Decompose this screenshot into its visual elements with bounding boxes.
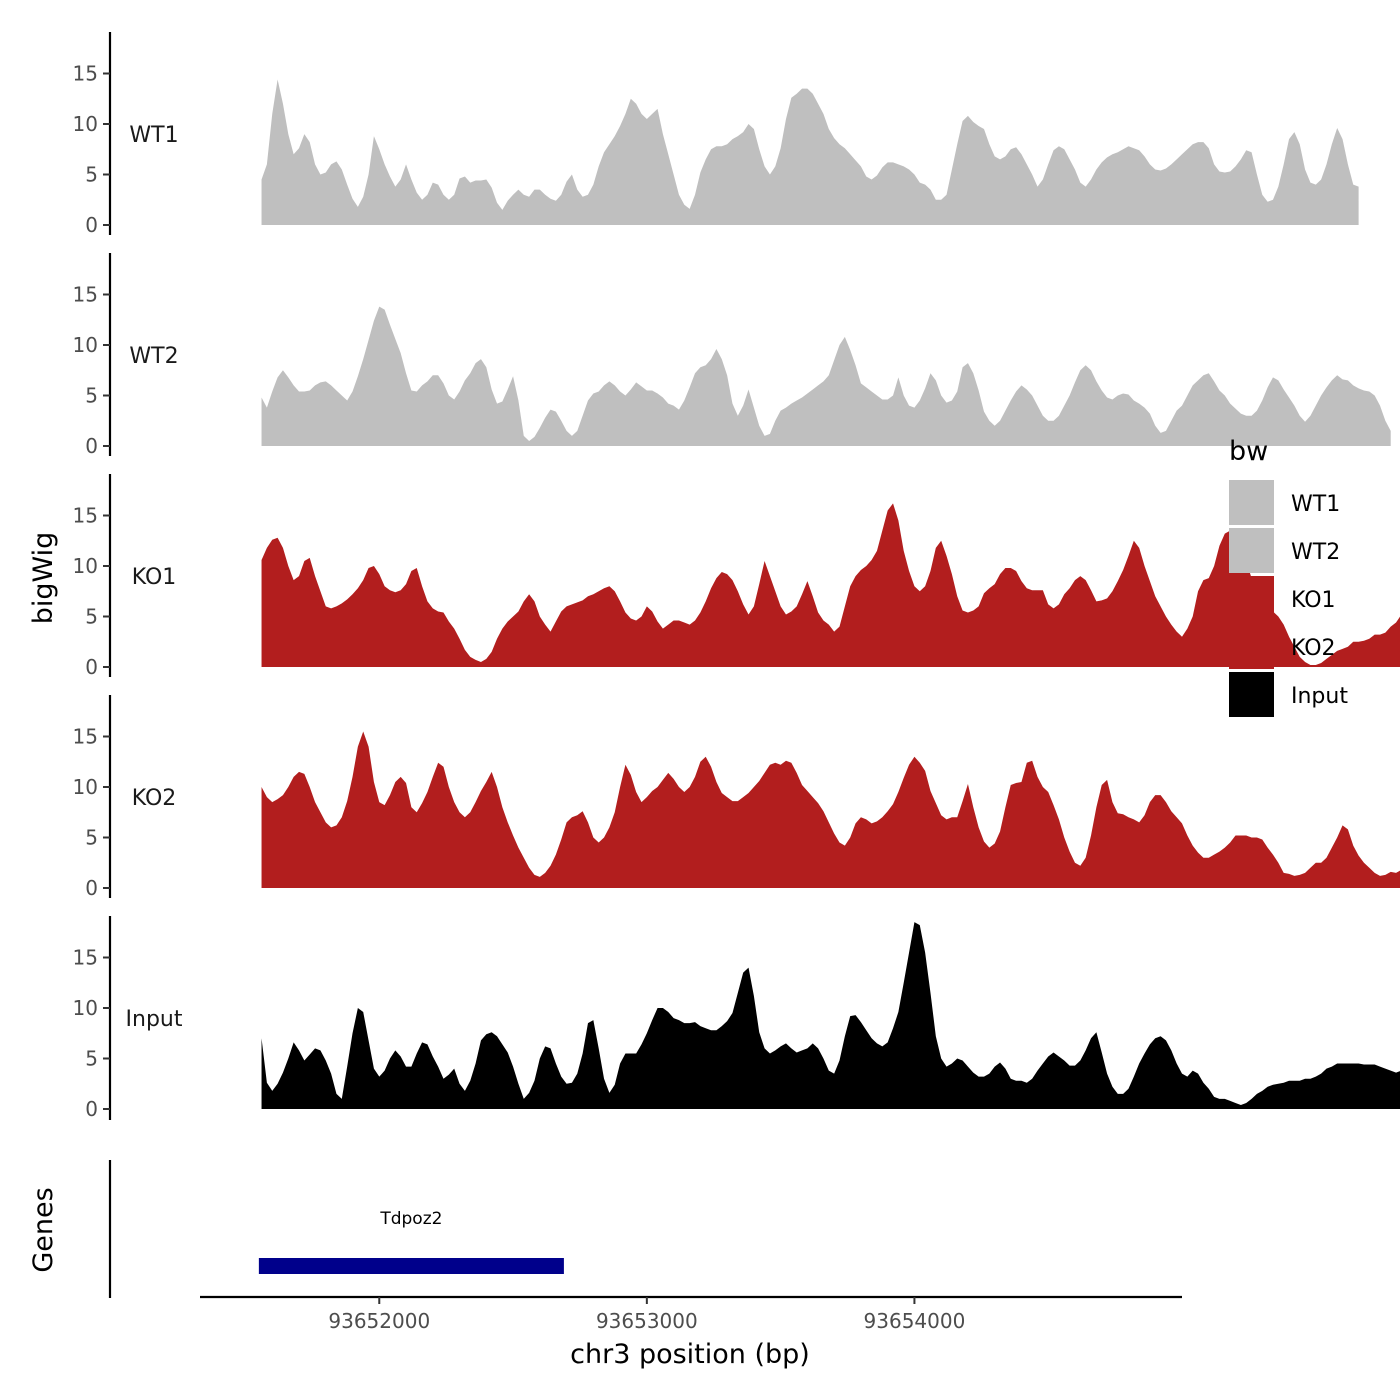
legend-label-input: Input xyxy=(1291,684,1348,709)
track-label-ko1: KO1 xyxy=(132,565,177,590)
x-axis-title: chr3 position (bp) xyxy=(570,1339,810,1370)
y-tick-label: 5 xyxy=(85,605,98,629)
y-tick-label: 0 xyxy=(85,213,98,237)
area-wt2 xyxy=(261,306,1391,446)
genes-axis-title: Genes xyxy=(28,1187,59,1272)
track-wt1: 0 5 10 15 WT1 xyxy=(73,32,1359,237)
area-ko1 xyxy=(261,503,1400,667)
track-ko2: 0 5 10 15 KO2 xyxy=(73,695,1400,900)
legend-key-wt2 xyxy=(1229,528,1274,573)
track-label-ko2: KO2 xyxy=(132,786,177,811)
bigwig-tracks: 0 5 10 15 WT1 0 5 10 15 WT2 0 5 10 15 KO1 0 5 10 15 KO2 0 5 10… xyxy=(73,32,1400,1121)
y-tick-label: 5 xyxy=(85,163,98,187)
y-tick-label: 15 xyxy=(73,504,98,528)
track-label-input: Input xyxy=(126,1007,183,1032)
legend-key-ko1 xyxy=(1229,576,1274,621)
track-label-wt2: WT2 xyxy=(129,344,178,369)
x-axis: 93652000 93653000 93654000 xyxy=(200,1295,1182,1333)
legend-label-ko2: KO2 xyxy=(1291,636,1336,661)
legend-label-wt2: WT2 xyxy=(1291,540,1340,565)
y-tick-label: 15 xyxy=(73,946,98,970)
y-tick-label: 0 xyxy=(85,876,98,900)
x-tick-label: 93652000 xyxy=(328,1309,430,1333)
y-tick-label: 10 xyxy=(73,554,98,578)
x-tick-label: 93653000 xyxy=(596,1309,698,1333)
y-tick-label: 10 xyxy=(73,112,98,136)
y-tick-label: 0 xyxy=(85,434,98,458)
track-wt2: 0 5 10 15 WT2 xyxy=(73,253,1391,458)
y-tick-label: 5 xyxy=(85,384,98,408)
legend-title: bw xyxy=(1229,436,1268,467)
track-ko1: 0 5 10 15 KO1 xyxy=(73,474,1400,679)
y-axis-title: bigWig xyxy=(28,532,59,625)
legend-key-input xyxy=(1229,672,1274,717)
y-tick-label: 5 xyxy=(85,826,98,850)
legend-label-ko1: KO1 xyxy=(1291,588,1336,613)
area-input xyxy=(261,922,1400,1109)
x-tick-label: 93654000 xyxy=(864,1309,966,1333)
y-tick-label: 15 xyxy=(73,283,98,307)
y-tick-label: 0 xyxy=(85,655,98,679)
y-tick-label: 5 xyxy=(85,1047,98,1071)
area-ko2 xyxy=(261,731,1400,888)
track-label-wt1: WT1 xyxy=(129,123,178,148)
legend-key-wt1 xyxy=(1229,480,1274,525)
y-tick-label: 10 xyxy=(73,333,98,357)
area-wt1 xyxy=(261,79,1359,225)
y-tick-label: 15 xyxy=(73,725,98,749)
track-input: 0 5 10 15 Input xyxy=(73,916,1400,1121)
y-tick-label: 10 xyxy=(73,775,98,799)
legend: bw WT1 WT2 KO1 KO2 Input xyxy=(1229,436,1348,717)
gene-body-tdpoz2 xyxy=(258,1258,564,1274)
legend-label-wt1: WT1 xyxy=(1291,492,1340,517)
gene-panel: Tdpoz2 xyxy=(108,1160,564,1298)
y-tick-label: 15 xyxy=(73,62,98,86)
y-tick-label: 10 xyxy=(73,996,98,1020)
gene-label: Tdpoz2 xyxy=(379,1209,442,1229)
y-tick-label: 0 xyxy=(85,1097,98,1121)
legend-key-ko2 xyxy=(1229,624,1274,669)
